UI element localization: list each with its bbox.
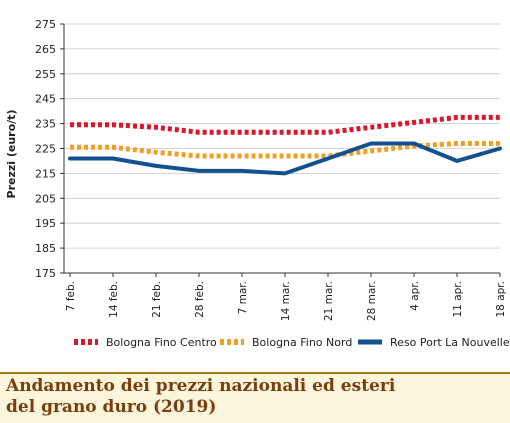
x-axis-ticks: 7 feb. 14 feb. 21 feb. 28 feb. 7 mar. 14 mar.…	[65, 273, 507, 321]
caption-line-2: del grano duro (2019)	[6, 397, 217, 417]
x-tick-label: 7 feb.	[65, 281, 77, 311]
line-chart: 175 185 195 205 215 225 235 245 255 265 275 7 feb.…	[5, 18, 507, 321]
legend-label: Reso Port La Nouvelle	[390, 335, 510, 349]
y-tick-label: 175	[35, 267, 56, 280]
x-tick-label: 21 mar.	[323, 281, 335, 321]
y-tick-label: 245	[35, 93, 56, 106]
legend-label: Bologna Fino Nord	[252, 335, 353, 349]
x-tick-label: 21 feb.	[151, 281, 163, 318]
legend-item-bologna-centro: Bologna Fino Centro	[72, 334, 217, 350]
x-tick-label: 7 mar.	[237, 281, 249, 314]
y-tick-label: 275	[35, 18, 56, 31]
legend-label: Bologna Fino Centro	[106, 335, 217, 349]
y-axis-label: Prezzi (euro/t)	[5, 110, 18, 199]
x-tick-label: 4 apr.	[409, 281, 421, 311]
series-line-1	[70, 141, 500, 159]
x-tick-label: 28 mar.	[366, 281, 378, 321]
legend-item-bologna-nord: Bologna Fino Nord	[218, 334, 352, 350]
caption-text: Andamento dei prezzi nazionali ed esteri…	[6, 376, 395, 418]
series-line-0	[70, 114, 500, 135]
y-tick-label: 265	[35, 43, 56, 56]
y-tick-label: 205	[35, 192, 56, 205]
figure-caption: Andamento dei prezzi nazionali ed esteri…	[0, 372, 510, 423]
series-lines	[68, 114, 502, 176]
legend-swatch-bologna-nord	[220, 339, 244, 345]
legend-item-reso-port: Reso Port La Nouvelle	[356, 334, 510, 350]
y-tick-label: 255	[35, 68, 56, 81]
x-tick-label: 28 feb.	[194, 281, 206, 318]
x-tick-label: 14 feb.	[108, 281, 120, 318]
x-tick-label: 11 apr.	[452, 281, 464, 318]
x-tick-label: 14 mar.	[280, 281, 292, 321]
y-tick-label: 195	[35, 217, 56, 230]
x-tick-label: 18 apr.	[495, 281, 507, 318]
y-axis-ticks: 175 185 195 205 215 225 235 245 255 265 275	[35, 18, 64, 280]
legend-swatch-reso-port	[358, 339, 382, 345]
y-tick-label: 235	[35, 118, 56, 131]
legend: Bologna Fino Centro Bologna Fino Nord Re…	[0, 328, 510, 356]
y-tick-label: 215	[35, 167, 56, 180]
legend-swatch-bologna-centro	[74, 339, 98, 345]
caption-line-1: Andamento dei prezzi nazionali ed esteri	[6, 376, 396, 396]
y-tick-label: 225	[35, 143, 56, 156]
y-tick-label: 185	[35, 242, 56, 255]
